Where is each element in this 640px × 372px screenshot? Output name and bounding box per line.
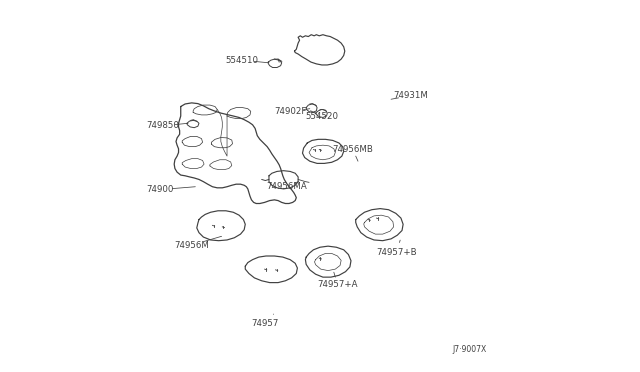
Text: 74956M: 74956M: [174, 241, 209, 250]
Text: 74902F: 74902F: [275, 107, 307, 116]
Text: 74957+B: 74957+B: [376, 248, 417, 257]
Text: 554520: 554520: [305, 112, 339, 121]
Text: 74957: 74957: [252, 319, 279, 328]
Text: 74931M: 74931M: [394, 91, 429, 100]
Text: 74957+A: 74957+A: [317, 280, 358, 289]
Text: 74900: 74900: [146, 185, 173, 194]
Text: 554510: 554510: [225, 56, 258, 65]
Text: 74956MA: 74956MA: [266, 182, 307, 190]
Text: 74956MB: 74956MB: [332, 145, 373, 154]
Text: J7·9007X: J7·9007X: [452, 346, 487, 355]
Text: 749850: 749850: [146, 121, 179, 130]
